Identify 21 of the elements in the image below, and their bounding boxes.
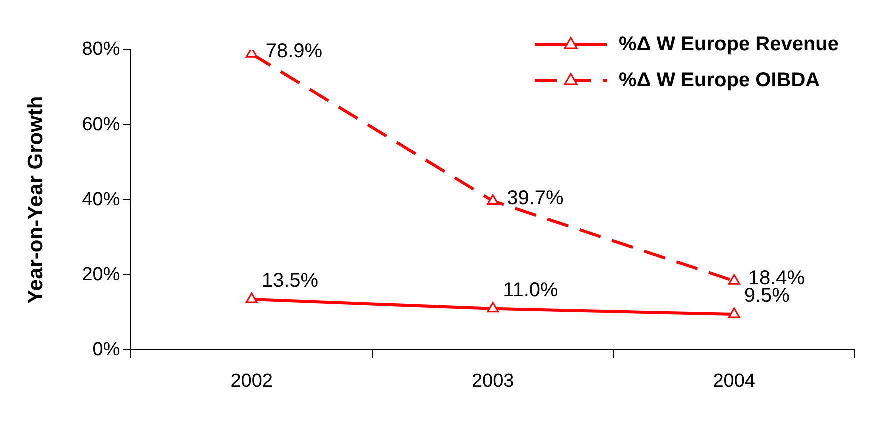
legend-label: %Δ W Europe OIBDA <box>619 70 820 92</box>
data-label: 78.9% <box>266 40 323 63</box>
y-tick-label: 40% <box>82 189 120 210</box>
point <box>487 194 500 205</box>
y-tick-label: 0% <box>92 339 120 360</box>
data-label: 11.0% <box>503 279 559 302</box>
y-tick-label: 20% <box>82 264 120 286</box>
data-label: 39.7% <box>507 188 564 210</box>
x-tick-label: 2004 <box>713 370 756 392</box>
point <box>246 292 258 304</box>
y-tick-label: 80% <box>82 39 120 60</box>
data-label: 13.5% <box>262 270 319 292</box>
point <box>728 274 740 285</box>
y-axis-title: Year-on-Year Growth <box>24 96 48 304</box>
legend-label: %Δ W Europe Revenue <box>619 34 840 56</box>
y-tick-label: 60% <box>82 114 120 136</box>
point <box>728 308 740 318</box>
x-tick-label: 2002 <box>230 370 273 392</box>
point <box>487 302 500 313</box>
x-tick-label: 2003 <box>472 370 514 392</box>
data-label: 9.5% <box>744 285 790 308</box>
